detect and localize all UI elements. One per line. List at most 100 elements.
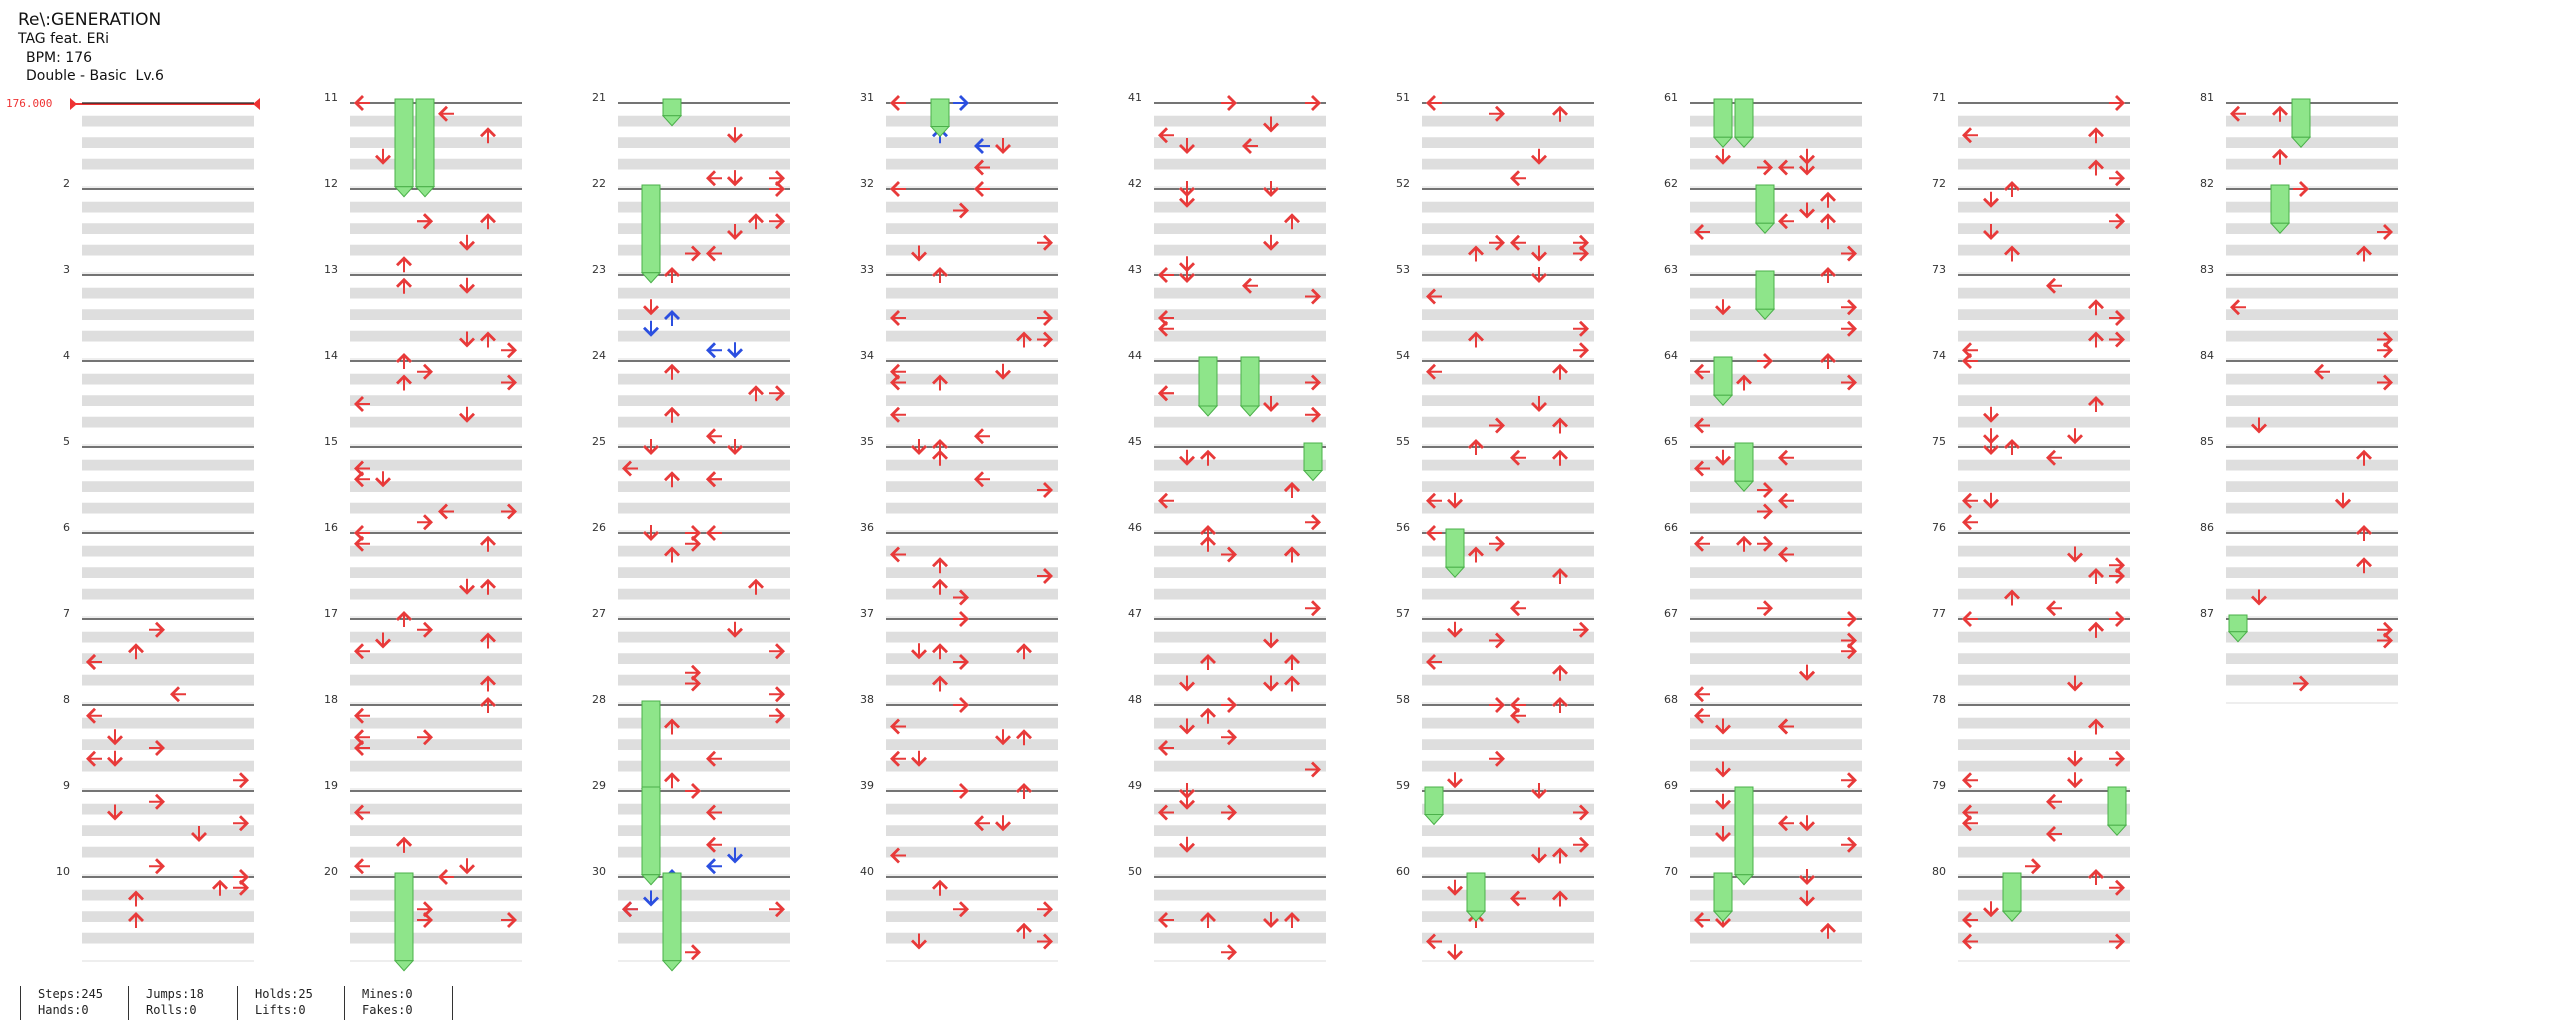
beat-band — [2226, 309, 2398, 320]
hold-tail — [1754, 308, 1776, 320]
beat-band — [82, 416, 254, 428]
step-arrow-icon — [1263, 632, 1279, 649]
beat-band — [1422, 115, 1594, 127]
beat-band — [1690, 674, 1862, 686]
measure-number: 53 — [1396, 263, 1410, 276]
beat-band — [2226, 416, 2398, 428]
step-arrow-icon — [995, 363, 1011, 380]
stats-separator — [237, 986, 238, 1020]
step-arrow-icon — [974, 138, 990, 154]
beat-band — [82, 545, 254, 557]
beat-band — [886, 674, 1058, 686]
beat-band — [2226, 481, 2398, 492]
step-arrow-icon — [1799, 159, 1815, 176]
step-arrow-icon — [953, 95, 969, 111]
step-arrow-icon — [685, 944, 701, 961]
step-arrow-icon — [1200, 912, 1216, 928]
step-arrow-icon — [1841, 611, 1857, 627]
step-arrow-icon — [1284, 546, 1300, 563]
step-arrow-icon — [480, 697, 496, 713]
difficulty-label: Double - Basic Lv.6 — [26, 68, 164, 84]
step-arrow-icon — [1573, 342, 1589, 359]
beat-band — [2226, 459, 2398, 471]
step-arrow-icon — [354, 729, 370, 746]
beat-band — [618, 158, 790, 170]
step-arrow-icon — [1799, 202, 1815, 219]
step-arrow-icon — [1778, 159, 1794, 176]
measure-number: 20 — [324, 865, 338, 878]
measure-number: 60 — [1396, 865, 1410, 878]
step-arrow-icon — [1552, 449, 1568, 466]
measure-number: 64 — [1664, 349, 1678, 362]
hold-body — [930, 98, 950, 127]
stats-steps-hands: Steps:245 Hands:0 — [20, 986, 103, 1020]
step-arrow-icon — [911, 245, 927, 262]
measure-number: 19 — [324, 779, 338, 792]
beat-band — [886, 502, 1058, 514]
step-arrow-icon — [1447, 772, 1463, 789]
stats-holds-lifts: Holds:25 Lifts:0 — [237, 986, 313, 1020]
step-arrow-icon — [1426, 933, 1442, 950]
beat-band — [1422, 137, 1594, 148]
beat-band — [1154, 115, 1326, 127]
measure-number: 25 — [592, 435, 606, 448]
beat-band — [2226, 201, 2398, 213]
beat-band — [1154, 825, 1326, 836]
step-arrow-icon — [354, 643, 370, 660]
step-arrow-icon — [1242, 138, 1258, 154]
step-arrow-icon — [501, 342, 517, 359]
measure-number: 8 — [63, 693, 70, 706]
step-arrow-icon — [1820, 213, 1836, 230]
step-arrow-icon — [501, 912, 517, 928]
beat-band — [1958, 223, 2130, 234]
step-arrow-icon — [2088, 127, 2104, 144]
beat-band — [82, 588, 254, 600]
beat-band — [1958, 287, 2130, 299]
beat-band — [1958, 825, 2130, 836]
step-arrow-icon — [1158, 310, 1174, 326]
beat-band — [1958, 244, 2130, 256]
beat-band — [886, 631, 1058, 643]
step-arrow-icon — [664, 718, 680, 735]
beat-band — [350, 223, 522, 234]
step-arrow-icon — [1489, 234, 1505, 251]
beat-band — [886, 889, 1058, 901]
measure-number: 78 — [1932, 693, 1946, 706]
beat-band — [1422, 911, 1594, 922]
measure-number: 33 — [860, 263, 874, 276]
step-arrow-icon — [417, 213, 433, 230]
step-arrow-icon — [1263, 675, 1279, 692]
measure-number: 69 — [1664, 779, 1678, 792]
hold-tail — [2001, 910, 2023, 922]
step-arrow-icon — [459, 858, 475, 875]
step-arrow-icon — [2109, 310, 2125, 326]
step-arrow-icon — [664, 471, 680, 488]
beat-band — [2226, 653, 2398, 664]
beat-band — [82, 287, 254, 299]
step-arrow-icon — [1426, 363, 1442, 380]
measure-number: 57 — [1396, 607, 1410, 620]
step-arrow-icon — [2293, 181, 2309, 197]
measure-number: 81 — [2200, 91, 2214, 104]
step-arrow-icon — [233, 815, 249, 832]
step-arrow-icon — [480, 331, 496, 348]
step-arrow-icon — [643, 320, 659, 337]
step-arrow-icon — [107, 804, 123, 821]
step-arrow-icon — [1037, 310, 1053, 326]
step-arrow-icon — [2377, 331, 2393, 348]
step-arrow-icon — [1799, 869, 1815, 885]
beat-band — [1958, 567, 2130, 578]
beat-band — [1690, 588, 1862, 600]
step-arrow-icon — [2088, 718, 2104, 735]
beat-band — [1422, 309, 1594, 320]
step-arrow-icon — [748, 578, 764, 595]
step-arrow-icon — [2109, 879, 2125, 896]
step-arrow-icon — [1778, 546, 1794, 563]
beat-band — [618, 309, 790, 320]
step-arrow-icon — [622, 901, 638, 918]
beat-band — [1422, 373, 1594, 385]
step-arrow-icon — [706, 804, 722, 821]
step-arrow-icon — [1489, 697, 1505, 713]
step-arrow-icon — [2251, 417, 2267, 434]
step-arrow-icon — [1263, 396, 1279, 412]
